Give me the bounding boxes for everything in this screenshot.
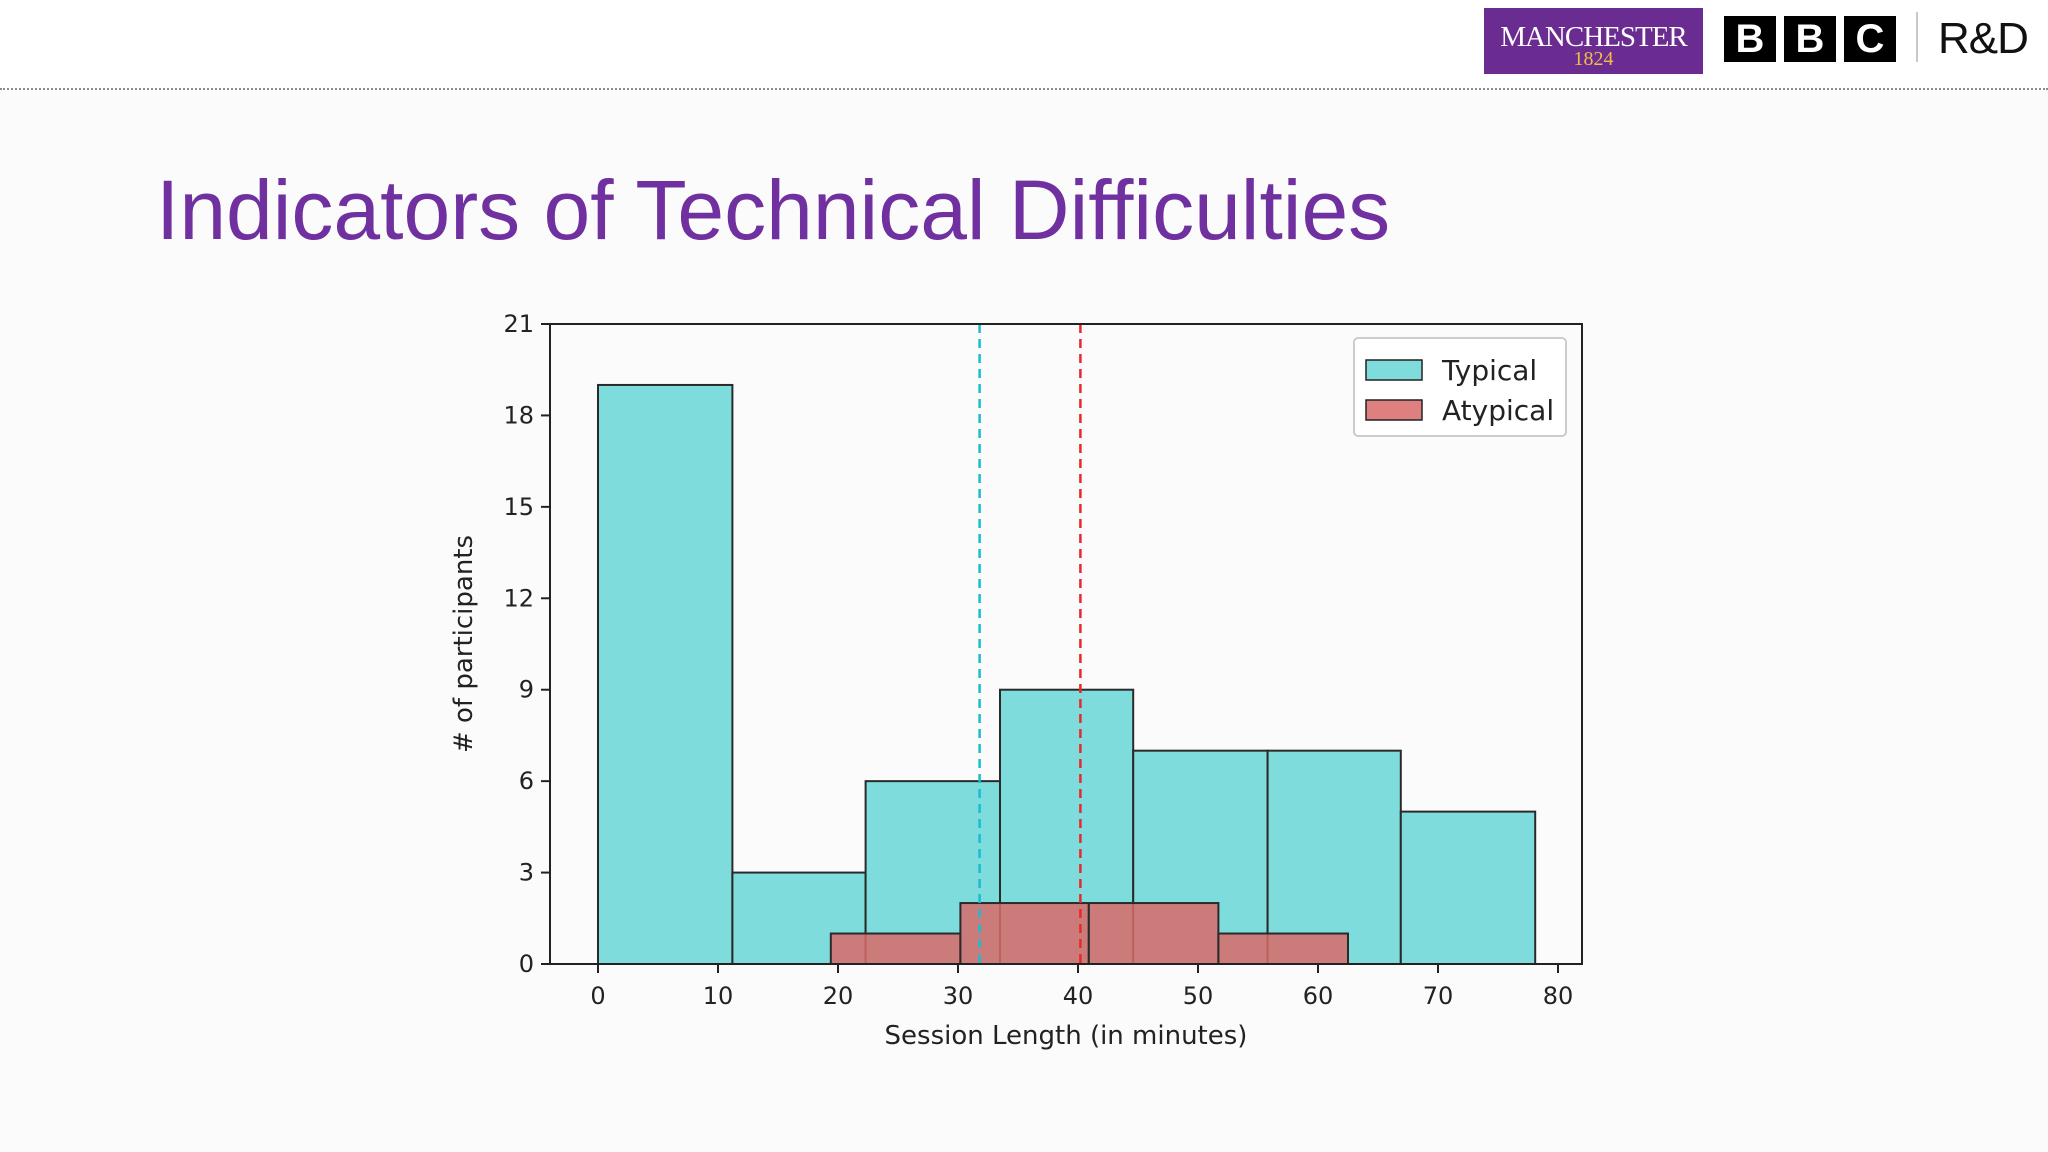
histogram-bar (1266, 749, 1402, 965)
legend-label-typical: Typical (1441, 354, 1537, 387)
histogram-bar (597, 383, 734, 965)
header-divider (0, 88, 2048, 90)
plot-frame (549, 323, 1583, 965)
x-axis-title: Session Length (in minutes) (885, 1021, 1248, 1051)
y-tick-label: 6 (519, 767, 534, 795)
legend-swatch-typical (1365, 359, 1423, 381)
session-length-histogram: 0 10 20 30 40 50 60 70 80 0 3 6 9 12 15 18 21 Session L… (449, 310, 1583, 1051)
y-tick-label: 3 (519, 859, 534, 887)
histogram-bar (1087, 902, 1220, 965)
manchester-logo-year: 1824 (1573, 48, 1614, 70)
manchester-logo: MANCHESTER 1824 (1484, 8, 1703, 74)
histogram-bar (959, 902, 1090, 965)
typical-bars (597, 383, 1537, 965)
x-tick-label: 10 (703, 982, 734, 1010)
y-axis-title: # of participants (449, 535, 479, 753)
logo-separator (1916, 12, 1918, 62)
histogram-bar (1217, 932, 1350, 965)
y-tick-label: 21 (503, 310, 534, 338)
bbc-logo-letter: B (1724, 16, 1776, 62)
slide-title: Indicators of Technical Difficulties (156, 163, 1391, 257)
chart-legend: Typical Atypical (1353, 337, 1567, 437)
y-tick-label: 12 (503, 584, 534, 612)
histogram-bar (1399, 810, 1537, 965)
legend-label-atypical: Atypical (1442, 394, 1554, 427)
rnd-label: R&D (1938, 14, 2029, 63)
x-tick-label: 40 (1063, 982, 1094, 1010)
x-axis-ticks: 0 10 20 30 40 50 60 70 80 (590, 964, 1573, 1010)
bbc-logo-letter: B (1784, 16, 1836, 62)
y-tick-label: 0 (519, 950, 534, 978)
y-tick-label: 15 (503, 493, 534, 521)
x-tick-label: 30 (943, 982, 974, 1010)
x-tick-label: 80 (1543, 982, 1574, 1010)
atypical-bars (829, 902, 1350, 965)
mean-lines (978, 324, 1082, 964)
x-tick-label: 20 (823, 982, 854, 1010)
histogram-bar (829, 932, 962, 965)
manchester-logo-word: MANCHESTER (1500, 21, 1688, 53)
x-tick-label: 60 (1303, 982, 1334, 1010)
header-bar (0, 0, 2048, 90)
legend-swatch-atypical (1365, 399, 1423, 421)
y-tick-label: 9 (519, 676, 534, 704)
x-tick-label: 0 (590, 982, 605, 1010)
y-axis-ticks: 0 3 6 9 12 15 18 21 (503, 310, 550, 978)
x-tick-label: 70 (1423, 982, 1454, 1010)
y-tick-label: 18 (503, 401, 534, 429)
x-tick-label: 50 (1183, 982, 1214, 1010)
bbc-logo-letter: C (1844, 16, 1896, 62)
